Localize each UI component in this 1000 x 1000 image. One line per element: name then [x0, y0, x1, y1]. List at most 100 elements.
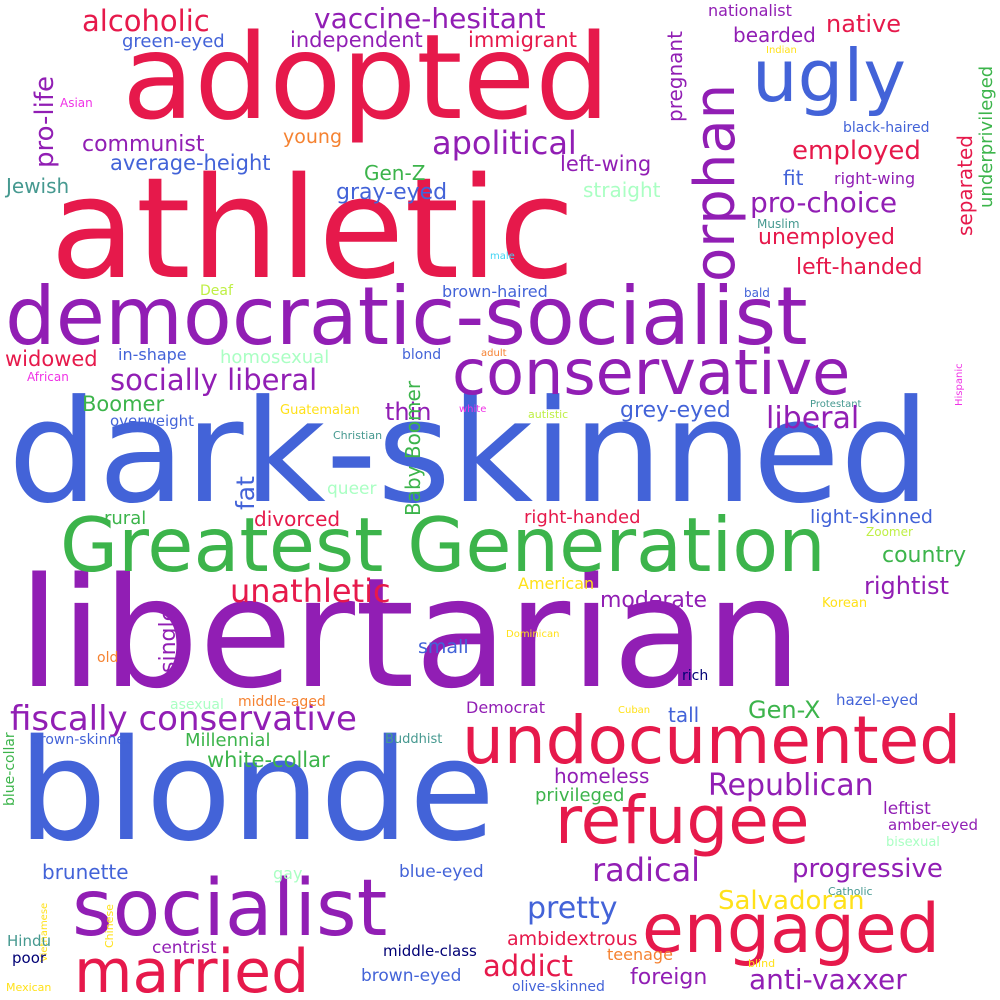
word-refugee: refugee: [555, 782, 810, 859]
word-left-wing: left-wing: [560, 152, 652, 176]
word-jewish: Jewish: [6, 174, 70, 198]
word-apolitical: apolitical: [432, 124, 577, 162]
word-gay: gay: [273, 864, 303, 883]
word-zoomer: Zoomer: [866, 525, 913, 539]
word-unathletic: unathletic: [230, 572, 391, 610]
word-rich: rich: [682, 668, 709, 684]
word-autistic: autistic: [528, 408, 569, 421]
word-pretty: pretty: [527, 891, 618, 926]
word-bald: bald: [744, 286, 770, 300]
word-tall: tall: [668, 703, 700, 727]
word-small: small: [418, 636, 469, 658]
word-dark-skinned: dark-skinned: [8, 370, 931, 535]
word-blonde: blonde: [18, 710, 496, 873]
word-fit: fit: [783, 166, 804, 190]
word-adult: adult: [481, 348, 507, 359]
word-alcoholic: alcoholic: [82, 4, 210, 38]
word-foreign: foreign: [630, 965, 708, 990]
word-blond: blond: [402, 347, 442, 363]
word-anti-vaxxer: anti-vaxxer: [749, 963, 907, 996]
word-conservative: conservative: [452, 336, 851, 409]
word-guatemalan: Guatemalan: [280, 403, 360, 418]
word-baby-boomer: Baby Boomer: [401, 380, 425, 516]
word-protestant: Protestant: [810, 399, 862, 410]
word-greatest-generation: Greatest Generation: [60, 501, 826, 589]
word-socialist: socialist: [72, 864, 388, 954]
word-dominican: Dominican: [506, 629, 560, 640]
word-adopted: adopted: [122, 8, 611, 146]
word-grey-eyed: grey-eyed: [620, 398, 731, 423]
word-black-haired: black-haired: [843, 120, 930, 136]
word-orphan: orphan: [683, 83, 748, 282]
word-white: white: [459, 404, 487, 415]
word-engaged: engaged: [642, 890, 940, 969]
word-rural: rural: [104, 508, 147, 529]
word-brown-eyed: brown-eyed: [361, 966, 462, 986]
word-ambidextrous: ambidextrous: [507, 928, 638, 950]
word-queer: queer: [327, 479, 377, 499]
word-privileged: privileged: [535, 785, 625, 806]
word-brown-haired: brown-haired: [442, 282, 548, 301]
word-hindu: Hindu: [7, 932, 51, 950]
word-pro-life: pro-life: [30, 76, 60, 168]
word-asexual: asexual: [170, 697, 224, 713]
word-bearded: bearded: [733, 23, 816, 47]
word-socially-liberal: socially liberal: [110, 363, 318, 397]
word-homeless: homeless: [554, 764, 650, 788]
word-addict: addict: [483, 949, 573, 983]
word-widowed: widowed: [5, 347, 98, 371]
word-right-handed: right-handed: [524, 507, 641, 528]
word-middle-class: middle-class: [383, 942, 477, 960]
word-blind: blind: [748, 957, 776, 970]
word-democrat: Democrat: [466, 698, 545, 717]
word-republican: Republican: [708, 768, 874, 803]
word-democratic-socialist: democratic-socialist: [5, 270, 808, 363]
word-athletic: athletic: [50, 148, 576, 311]
word-rightist: rightist: [864, 572, 949, 600]
word-gen-x: Gen-X: [748, 696, 821, 724]
word-boomer: Boomer: [82, 392, 165, 416]
word-married: married: [74, 937, 310, 1000]
word-pregnant: pregnant: [663, 31, 687, 122]
word-white-collar: white-collar: [207, 748, 330, 772]
word-buddhist: Buddhist: [385, 732, 443, 747]
word-hispanic: Hispanic: [954, 363, 965, 406]
word-homosexual: homosexual: [220, 347, 330, 368]
word-moderate: moderate: [600, 588, 708, 613]
word-pro-choice: pro-choice: [750, 186, 898, 219]
word-unemployed: unemployed: [758, 225, 895, 250]
word-chinese: Chinese: [103, 904, 116, 948]
word-mexican: Mexican: [6, 981, 52, 994]
word-employed: employed: [792, 136, 921, 166]
word-green-eyed: green-eyed: [122, 31, 225, 52]
word-teenage: teenage: [607, 945, 673, 964]
word-asian: Asian: [60, 96, 93, 110]
word-in-shape: in-shape: [118, 345, 187, 364]
word-undocumented: undocumented: [462, 702, 962, 779]
word-salvadoran: Salvadoran: [718, 886, 865, 916]
word-fiscally-conservative: fiscally conservative: [10, 699, 357, 739]
word-country: country: [882, 543, 967, 568]
word-gen-z: Gen-Z: [364, 161, 426, 185]
word-blue-eyed: blue-eyed: [399, 862, 484, 882]
word-libertarian: libertarian: [18, 545, 802, 722]
word-right-wing: right-wing: [834, 169, 916, 188]
word-native: native: [826, 10, 901, 38]
word-leftist: leftist: [883, 799, 931, 819]
word-hazel-eyed: hazel-eyed: [836, 691, 919, 709]
word-centrist: centrist: [152, 938, 217, 958]
word-progressive: progressive: [792, 854, 943, 884]
word-korean: Korean: [822, 596, 868, 611]
word-divorced: divorced: [254, 507, 341, 531]
word-thin: thin: [385, 398, 432, 426]
word-communist: communist: [82, 132, 205, 157]
word-independent: independent: [290, 28, 423, 52]
word-ugly: ugly: [752, 34, 906, 118]
word-middle-aged: middle-aged: [238, 694, 326, 710]
word-immigrant: immigrant: [468, 28, 577, 52]
word-nationalist: nationalist: [708, 1, 792, 20]
word-old: old: [97, 650, 119, 666]
word-african: African: [27, 370, 69, 384]
word-liberal: liberal: [766, 401, 860, 436]
